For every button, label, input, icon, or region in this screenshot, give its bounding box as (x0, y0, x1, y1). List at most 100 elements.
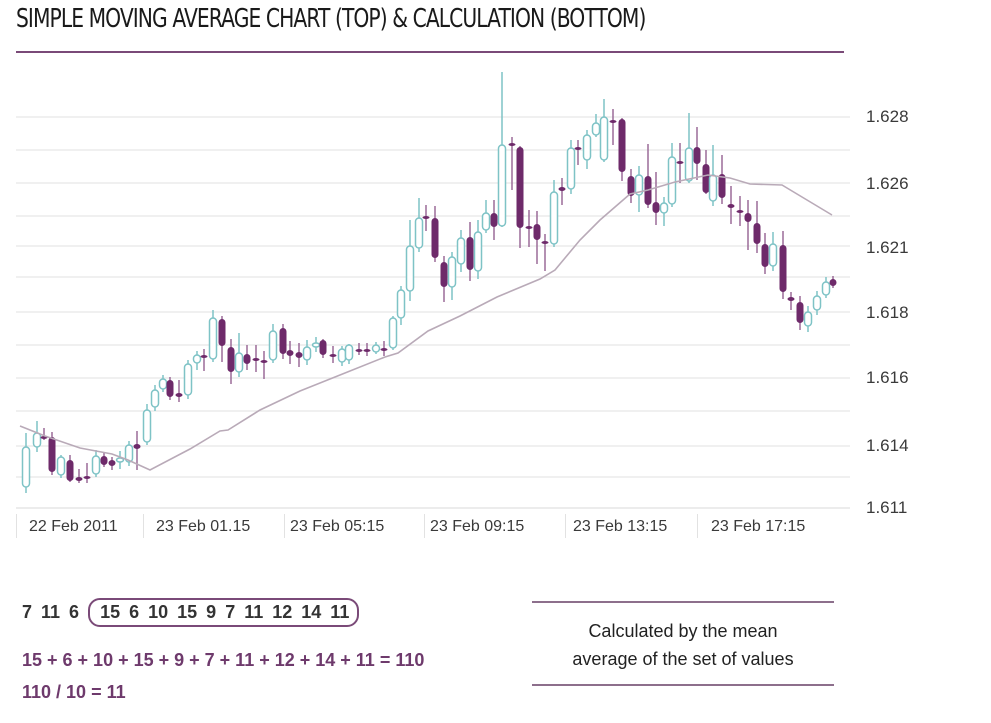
bearish-candle (644, 144, 652, 208)
bullish-candle (659, 197, 669, 226)
sma-definition-note: Calculated by the mean average of the se… (532, 617, 834, 673)
average-formula: 110 / 10 = 11 (22, 682, 126, 702)
x-tick-label: 23 Feb 05:15 (290, 518, 385, 535)
window-value: 12 (272, 602, 293, 622)
note-line-1: Calculated by the mean (588, 621, 778, 641)
x-tick-label: 23 Feb 17:15 (711, 518, 806, 535)
bearish-candle (431, 206, 439, 262)
bearish-candle (218, 316, 226, 362)
bullish-candle (371, 342, 381, 354)
bullish-candle (667, 143, 677, 207)
bearish-candle (676, 143, 684, 183)
bullish-candle (183, 360, 193, 399)
y-tick-label: 1.614 (866, 436, 909, 455)
x-tick-separator (697, 514, 698, 538)
x-tick-separator (565, 514, 566, 538)
bullish-candle (599, 99, 609, 162)
bullish-candle (142, 404, 152, 445)
note-top-rule (532, 601, 834, 603)
bearish-candle (761, 233, 769, 274)
bullish-candle (234, 333, 244, 377)
bearish-candle (363, 343, 371, 356)
bearish-candle (243, 345, 251, 370)
bullish-candle (803, 306, 813, 332)
bearish-candle (108, 457, 116, 470)
bearish-candle (574, 140, 582, 165)
bearish-candle (422, 205, 430, 231)
value-sequence: 7 11 6 15 6 10 15 9 7 11 12 14 11 (22, 598, 360, 627)
bearish-candle (727, 186, 735, 224)
bullish-candle (124, 441, 134, 466)
bearish-candle (796, 296, 804, 330)
bearish-candle (753, 201, 761, 253)
bearish-candle (490, 200, 498, 240)
x-tick-label: 23 Feb 01.15 (156, 518, 251, 535)
bullish-candle (192, 351, 202, 370)
bearish-candle (744, 200, 752, 250)
bullish-candle (549, 180, 559, 247)
y-tick-label: 1.616 (866, 368, 909, 387)
x-tick-label: 22 Feb 2011 (29, 518, 118, 535)
bullish-candle (56, 455, 66, 478)
bullish-candle (497, 72, 507, 227)
sma-line (19, 174, 833, 471)
window-value: 6 (129, 602, 140, 622)
bullish-candle (447, 252, 457, 300)
bearish-candle (516, 146, 524, 248)
window-value: 14 (301, 602, 322, 622)
window-value: 11 (330, 602, 350, 622)
bearish-candle (75, 469, 83, 483)
bearish-candle (466, 222, 474, 281)
window-value: 9 (206, 602, 217, 622)
window-value: 7 (225, 602, 236, 622)
bullish-candle (208, 310, 218, 362)
bearish-candle (525, 210, 533, 247)
bearish-candle (541, 234, 549, 271)
page-title: SIMPLE MOVING AVERAGE CHART (TOP) & CALC… (16, 4, 646, 34)
bullish-candle (337, 346, 347, 366)
bearish-candle (533, 211, 541, 264)
bearish-candle (652, 172, 660, 225)
bullish-candle (456, 230, 466, 272)
bearish-candle (260, 351, 268, 379)
bullish-candle (302, 340, 312, 365)
x-tick-label: 23 Feb 13:15 (573, 518, 668, 535)
bearish-candle (627, 169, 635, 203)
bearish-candle (380, 341, 388, 356)
x-tick-separator (424, 514, 425, 538)
sma-window-box: 15 6 10 15 9 7 11 12 14 11 (88, 598, 360, 627)
y-tick-label: 1.618 (866, 303, 909, 322)
bearish-candle (329, 346, 337, 363)
window-value: 15 (100, 602, 121, 622)
bullish-candle (396, 286, 406, 325)
bearish-candle (279, 324, 287, 359)
value: 6 (69, 602, 80, 622)
bearish-candle (175, 380, 183, 402)
y-tick-label: 1.628 (866, 107, 909, 126)
sum-formula: 15 + 6 + 10 + 15 + 9 + 7 + 11 + 12 + 14 … (22, 650, 425, 670)
bearish-candle (787, 292, 795, 310)
bearish-candle (618, 118, 626, 181)
bearish-candle (66, 455, 74, 482)
bullish-candle (268, 324, 278, 363)
candles (21, 72, 837, 493)
bullish-candle (414, 198, 424, 252)
bearish-candle (100, 452, 108, 467)
note-line-2: average of the set of values (572, 649, 794, 669)
bullish-candle (344, 344, 354, 364)
bullish-candle (768, 232, 778, 271)
y-tick-label: 1.621 (866, 238, 909, 257)
bearish-candle (286, 341, 294, 364)
bearish-candle (508, 137, 516, 190)
bullish-candle (582, 130, 592, 169)
y-tick-label: 1.626 (866, 174, 909, 193)
x-tick-separator (16, 514, 17, 538)
y-tick-label: 1.611 (866, 498, 908, 517)
value: 11 (41, 602, 61, 622)
window-value: 11 (244, 602, 264, 622)
note-bottom-rule (532, 684, 834, 686)
bullish-candle (812, 291, 822, 315)
bearish-candle (736, 196, 744, 226)
bullish-candle (150, 385, 160, 411)
window-value: 10 (148, 602, 169, 622)
